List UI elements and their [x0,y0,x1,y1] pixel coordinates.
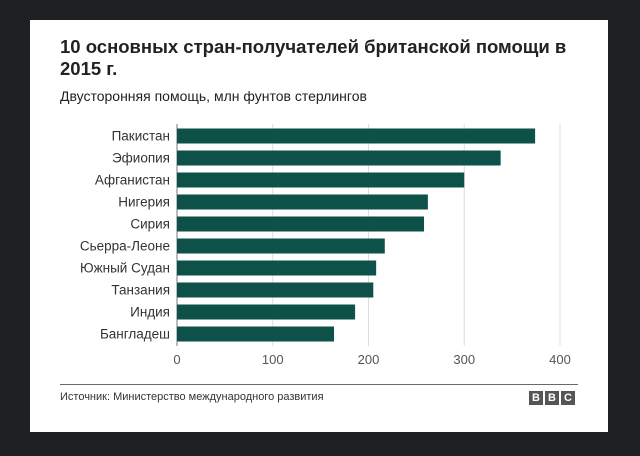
bar [177,282,374,298]
x-tick-labels: 0 100 200 300 400 [173,352,570,367]
bar [177,304,356,320]
category-labels: Пакистан Эфиопия Афганистан Нигерия Сирия Сье… [80,129,170,342]
x-tick-label: 300 [453,352,475,367]
bbc-logo: B B C [529,391,575,405]
chart-subtitle: Двусторонняя помощь, млн фунтов стерлинг… [60,88,367,104]
bar [177,128,536,144]
x-tick-label: 200 [358,352,380,367]
category-label: Афганистан [95,173,170,188]
x-tick-label: 400 [549,352,571,367]
bbc-logo-letter: C [561,391,575,405]
x-tick-label: 0 [173,352,180,367]
x-tick-label: 100 [262,352,284,367]
bar [177,150,501,166]
category-label: Индия [130,305,170,320]
bar [177,216,425,232]
bars [177,128,536,342]
category-label: Южный Судан [80,261,170,276]
chart-title: 10 основных стран-получателей британской… [60,36,567,79]
category-label: Нигерия [118,195,170,210]
bar [177,260,377,276]
chart-card: 10 основных стран-получателей британской… [30,20,608,432]
category-label: Сьерра-Леоне [80,239,170,254]
footer-divider [60,384,578,385]
bar-chart: Пакистан Эфиопия Афганистан Нигерия Сирия Сье… [80,124,571,367]
category-label: Танзания [111,283,170,298]
category-label: Пакистан [112,129,170,144]
category-label: Сирия [130,217,170,232]
source-note: Источник: Министерство международного ра… [60,391,324,403]
bar [177,238,385,254]
bar [177,326,335,342]
bar [177,194,428,210]
bbc-logo-letter: B [545,391,559,405]
bar [177,172,465,188]
category-label: Бангладеш [100,327,170,342]
bbc-logo-letter: B [529,391,543,405]
category-label: Эфиопия [112,151,170,166]
